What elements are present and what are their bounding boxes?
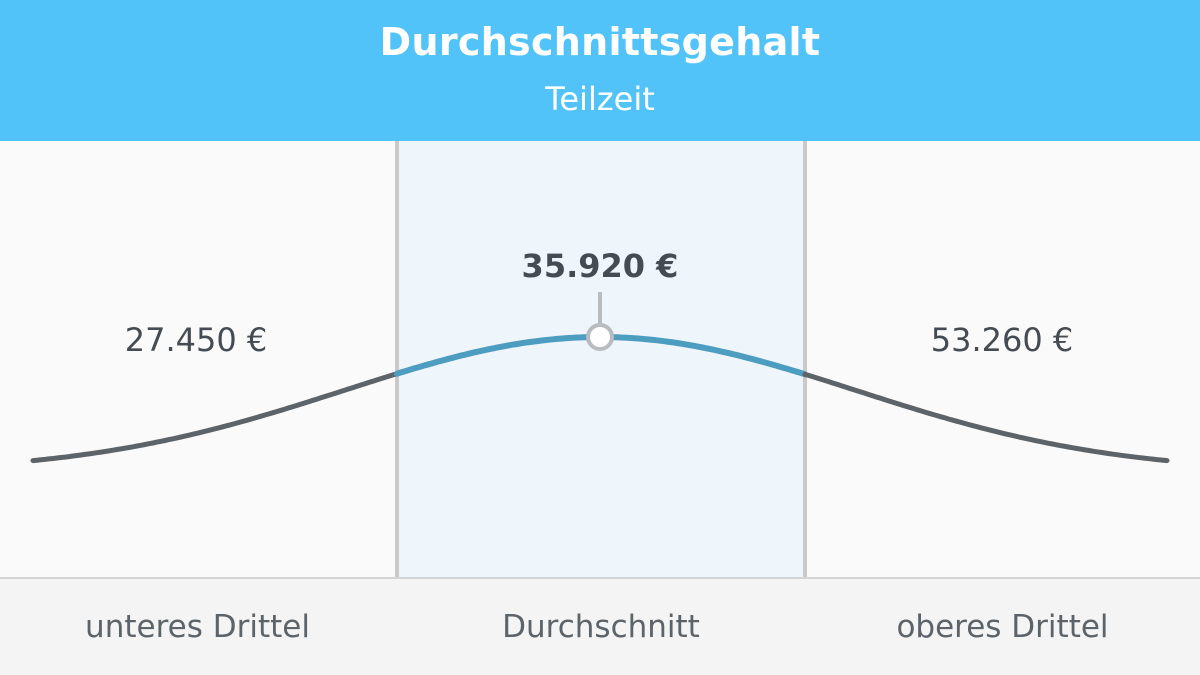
average-marker-dot — [586, 323, 614, 351]
value-label-lower: 27.450 € — [125, 321, 268, 359]
chart-title: Durchschnittsgehalt — [379, 20, 821, 64]
category-label-lower: unteres Drittel — [85, 609, 310, 645]
value-label-upper: 53.260 € — [931, 321, 1074, 359]
chart-header: Durchschnittsgehalt Teilzeit — [0, 0, 1200, 141]
category-label-average: Durchschnitt — [502, 609, 700, 645]
value-label-average: 35.920 € — [522, 247, 679, 285]
salary-distribution-plot: 27.450 € 35.920 € 53.260 € — [30, 141, 1170, 577]
category-axis: unteres Drittel Durchschnitt oberes Drit… — [0, 577, 1200, 675]
chart-subtitle: Teilzeit — [545, 80, 655, 118]
category-label-upper: oberes Drittel — [896, 609, 1109, 645]
curve-segment-lower — [30, 371, 400, 464]
curve-segment-upper — [802, 371, 1170, 464]
highlight-band — [397, 141, 805, 577]
